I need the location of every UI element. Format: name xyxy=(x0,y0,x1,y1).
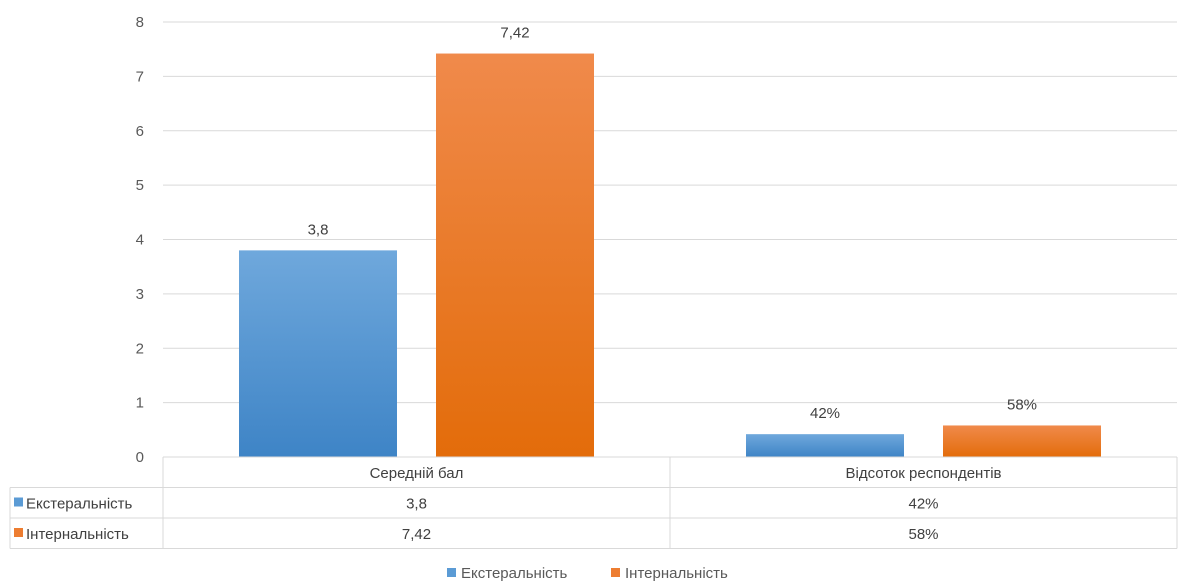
data-table: Середній бал Відсоток респондентів Екстера… xyxy=(9,456,1178,549)
legend-label: Інтернальність xyxy=(625,565,728,582)
y-tick-label: 8 xyxy=(136,14,144,31)
row-header: Інтернальність xyxy=(26,526,129,543)
data-label: 58% xyxy=(1007,396,1037,413)
y-tick-label: 5 xyxy=(136,177,144,194)
row-header: Екстеральність xyxy=(26,496,133,513)
data-label: 42% xyxy=(810,405,840,422)
category-label: Середній бал xyxy=(370,465,464,482)
y-tick-label: 6 xyxy=(136,123,144,140)
legend-key xyxy=(14,497,23,507)
data-label: 7,42 xyxy=(500,25,529,42)
y-tick-label: 1 xyxy=(136,395,144,412)
legend-swatch xyxy=(611,568,620,577)
y-tick-label: 2 xyxy=(136,340,144,357)
legend-key xyxy=(14,528,23,537)
legend-swatch xyxy=(447,568,456,577)
y-tick-label: 7 xyxy=(136,68,144,85)
bar xyxy=(746,434,904,457)
table-cell: 58% xyxy=(908,526,938,543)
data-labels: 3,8 42% 7,42 58% xyxy=(308,25,1037,423)
y-tick-label: 3 xyxy=(136,286,144,303)
y-axis: 0 1 2 3 4 5 6 7 8 xyxy=(136,14,144,466)
legend: Екстеральність Інтернальність xyxy=(447,565,728,582)
y-tick-label: 0 xyxy=(136,449,144,466)
bar xyxy=(943,425,1101,457)
legend-label: Екстеральність xyxy=(461,565,568,582)
bar xyxy=(436,53,594,457)
data-label: 3,8 xyxy=(308,221,329,238)
table-cell: 3,8 xyxy=(406,496,427,513)
y-tick-label: 4 xyxy=(136,232,144,249)
bar xyxy=(239,250,397,457)
table-cell: 7,42 xyxy=(402,526,431,543)
category-label: Відсоток респондентів xyxy=(845,465,1001,482)
bars xyxy=(239,53,1101,457)
table-cell: 42% xyxy=(908,496,938,513)
